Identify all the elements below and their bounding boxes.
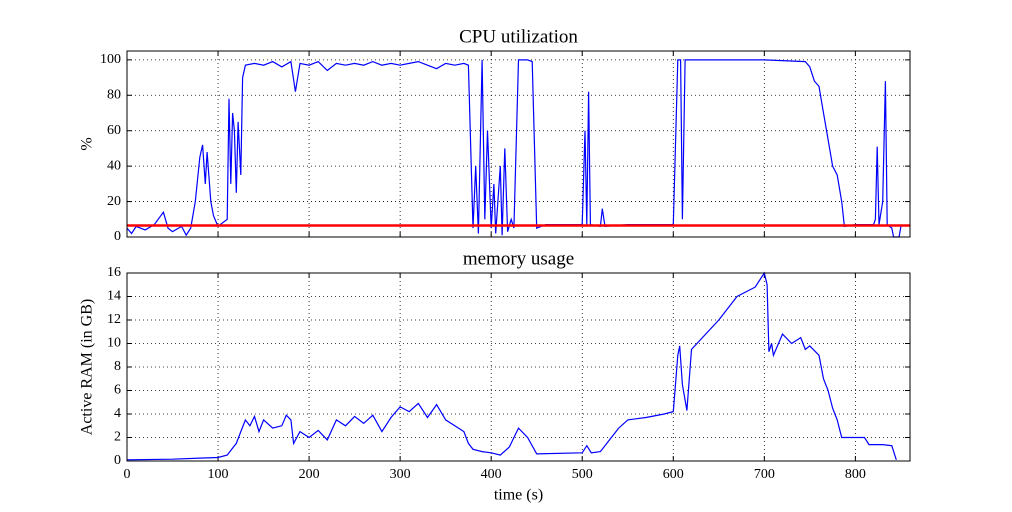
y-tick-label: 12 [107,312,121,327]
chart-title: CPU utilization [459,26,578,47]
x-tick-label: 700 [754,467,775,482]
x-tick-label: 600 [663,467,684,482]
y-tick-label: 4 [114,406,121,421]
y-tick-label: 2 [114,430,121,445]
y-tick-label: 60 [107,123,121,138]
y-tick-label: 0 [114,229,121,244]
axes-frame [126,272,911,462]
x-tick-label: 400 [481,467,502,482]
y-axis-label: % [79,137,96,150]
x-tick-label: 300 [390,467,411,482]
axes-frame [126,50,911,238]
x-tick-label: 200 [299,467,320,482]
y-tick-label: 80 [107,88,121,103]
y-tick-label: 16 [107,265,121,280]
chart-title: memory usage [463,248,574,269]
y-tick-label: 10 [107,336,121,351]
y-tick-label: 14 [107,289,121,304]
subplot: 0 20 40 60 80 100 [100,51,910,244]
subplot: 0 2 4 6 8 10 12 14 16 0 100 200 300 400 500 600 700 800 [107,265,910,482]
y-tick-label: 40 [107,158,121,173]
y-tick-label: 8 [114,359,121,374]
y-tick-label: 20 [107,194,121,209]
y-tick-label: 6 [114,383,121,398]
x-tick-label: 100 [208,467,229,482]
y-tick-label: 100 [100,52,121,67]
data-line [126,271,897,461]
x-tick-label: 500 [572,467,593,482]
x-tick-label: 800 [845,467,866,482]
x-axis-label: time (s) [494,487,543,504]
x-tick-label: 0 [124,467,131,482]
y-axis-label: Active RAM (in GB) [79,299,96,435]
data-line [126,59,902,238]
y-tick-label: 0 [114,453,121,468]
